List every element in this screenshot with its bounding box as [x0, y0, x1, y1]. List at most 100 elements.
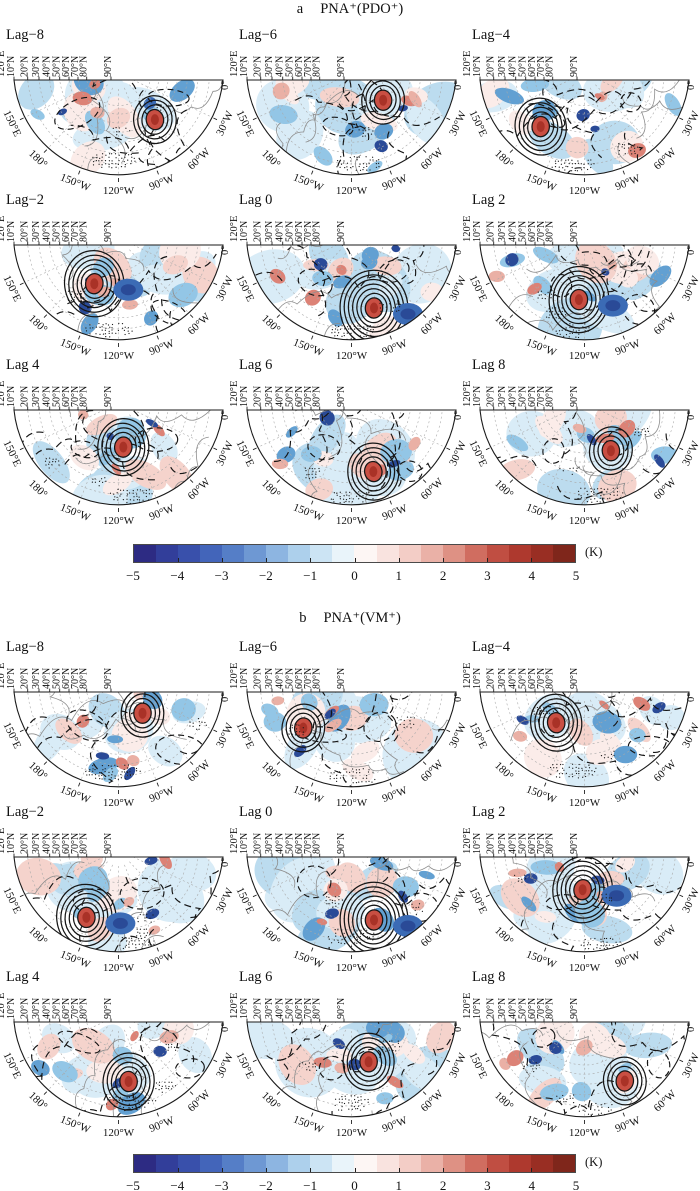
lat-label: 70°N	[303, 998, 314, 1019]
lat-label: 80°N	[79, 221, 90, 242]
lat-label: 60°N	[527, 998, 538, 1019]
lat-label: 70°N	[303, 668, 314, 689]
map-cell-panel-b-lag-3: Lag−2 10°N 20°N 30°N 40°N 50°N 60°N 70°N 80°N 90°…	[0, 804, 236, 982]
lat-label: 80°N	[545, 668, 556, 689]
arc-meridian-label: 150°W	[291, 336, 325, 359]
colorbar-segment	[486, 1155, 509, 1172]
right-meridian-label: 0°	[686, 858, 697, 867]
arc-meridian-label: 90°W	[614, 949, 643, 970]
arc-meridian-label: 60°W	[186, 922, 213, 949]
lat-label: 60°N	[61, 998, 72, 1019]
colorbar-tick-label: −1	[303, 568, 318, 583]
lat-label: 80°N	[312, 668, 323, 689]
panel-b-title-text: PNA⁺(VM⁺)	[323, 610, 401, 626]
lat-label: 10°N	[239, 998, 250, 1019]
lat-label: 40°N	[508, 668, 519, 689]
lat-label: 20°N	[486, 668, 497, 689]
arc-meridian-label: 150°E	[234, 438, 257, 468]
colorbar-segment	[552, 545, 575, 562]
arc-meridian-label: 60°W	[652, 922, 679, 949]
lag-label: Lag−6	[239, 639, 277, 655]
lag-map-svg: 10°N 20°N 30°N 40°N 50°N60°N70°N80°N 90°N 120°…	[229, 993, 469, 1139]
right-meridian-label: 0°	[686, 411, 697, 420]
arc-meridian-label: 90°W	[148, 337, 177, 358]
right-meridian-label: 0°	[686, 81, 697, 90]
colorbar-tick	[354, 558, 356, 562]
arc-meridian-label: 90°W	[148, 949, 177, 970]
arc-meridian-label: 30°W	[214, 721, 236, 750]
colorbar-segment	[332, 545, 355, 562]
lag-label: Lag 2	[472, 192, 506, 208]
arc-meridian-label: 120°W	[103, 962, 135, 974]
lat-label: 10°N	[6, 998, 17, 1019]
map-cell-panel-b-lag-7: Lag 6 10°N 20°N 30°N 40°N 50°N 60°N 70°N 80°N 90°…	[229, 969, 469, 1147]
lag-label: Lag 4	[6, 357, 40, 373]
colorbar-segment	[354, 545, 377, 562]
lag-map-svg: 10°N 20°N 30°N 40°N 50°N60°N70°N80°N 90°N 120°…	[0, 828, 236, 974]
colorbar-segment	[288, 1155, 311, 1172]
lat-label: 50°N	[285, 386, 296, 407]
arc-meridian-label: 120°W	[569, 350, 601, 362]
colorbar-segment	[310, 1155, 333, 1172]
lat-label: 70°N	[303, 833, 314, 854]
colorbar-panel-a: −5 −4 −3 −2 −1 0 1 2 3 4 5 (K)	[126, 544, 602, 583]
right-meridian-label: 0°	[220, 411, 231, 420]
arc-meridian-label: 90°W	[381, 1114, 410, 1135]
lag-label: Lag 0	[239, 192, 273, 208]
lat-label: 90°N	[569, 833, 580, 854]
colorbar-segment	[442, 1155, 465, 1172]
colorbar-tick-label: 2	[439, 1178, 447, 1191]
lat-label: 40°N	[508, 56, 519, 77]
lat-label: 60°N	[61, 386, 72, 407]
colorbar-tick	[442, 1168, 444, 1172]
map-cell-panel-a-lag-8: Lag 8 10°N 20°N 30°N 40°N 50°N 60°N 70°N 80°N 90°…	[462, 357, 700, 535]
arc-meridian-label: 150°E	[234, 1050, 257, 1080]
map-cell-panel-a-lag-6: Lag 4 10°N 20°N 30°N 40°N 50°N 60°N 70°N 80°N 90°…	[0, 357, 236, 535]
colorbar-segment	[200, 1155, 223, 1172]
lat-label: 40°N	[42, 56, 53, 77]
lat-label: 50°N	[285, 668, 296, 689]
lat-label: 50°N	[52, 386, 63, 407]
arc-meridian-label: 30°W	[214, 109, 236, 138]
colorbar-tick-label: −5	[126, 568, 140, 583]
lat-label: 50°N	[518, 998, 529, 1019]
lat-label: 20°N	[20, 386, 31, 407]
arc-meridian-label: 150°W	[58, 501, 92, 524]
left-meridian-label: 120°E	[229, 216, 240, 242]
lag-map-svg: 10°N 20°N 30°N 40°N 50°N60°N70°N80°N 90°N 120°…	[0, 381, 236, 527]
arc-meridian-label: 30°W	[680, 886, 700, 915]
colorbar-segment	[376, 1155, 399, 1172]
lat-label: 80°N	[312, 56, 323, 77]
arc-meridian-label: 90°W	[381, 172, 410, 193]
map-cell-panel-a-lag-5: Lag 2 10°N 20°N 30°N 40°N 50°N 60°N 70°N 80°N 90°…	[462, 192, 700, 370]
arc-meridian-label: 120°W	[103, 515, 135, 527]
lat-label: 20°N	[253, 833, 264, 854]
lat-label: 90°N	[103, 668, 114, 689]
lat-label: 80°N	[79, 386, 90, 407]
arc-meridian-label: 120°W	[336, 1127, 368, 1139]
colorbar-segment	[508, 1155, 531, 1172]
arc-meridian-label: 60°W	[186, 1087, 213, 1114]
colorbar-tick-label: 4	[528, 1178, 535, 1191]
colorbar-segment	[376, 545, 399, 562]
arc-meridian-label: 90°W	[614, 172, 643, 193]
map-cell-panel-b-lag-2: Lag−4 10°N 20°N 30°N 40°N 50°N 60°N 70°N 80°N 90°…	[462, 639, 700, 817]
lat-label: 70°N	[70, 56, 81, 77]
arc-meridian-label: 150°E	[1, 438, 24, 468]
lat-label: 40°N	[42, 221, 53, 242]
lat-label: 60°N	[294, 386, 305, 407]
arc-meridian-label: 30°W	[214, 886, 236, 915]
lat-label: 80°N	[545, 998, 556, 1019]
lat-label: 80°N	[312, 386, 323, 407]
colorbar-tick-label: −3	[214, 1178, 229, 1191]
colorbar-tick	[486, 558, 488, 562]
colorbar-a-tick-labels: −5 −4 −3 −2 −1 0 1 2 3 4 5	[126, 568, 579, 583]
lag-label: Lag 8	[472, 357, 506, 373]
lat-label: 10°N	[239, 386, 250, 407]
lat-label: 30°N	[31, 221, 42, 242]
arc-meridian-label: 30°W	[680, 1051, 700, 1080]
panel-a-title-text: PNA⁺(PDO⁺)	[320, 1, 404, 17]
colorbar-segment	[332, 1155, 355, 1172]
arc-meridian-label: 60°W	[186, 145, 213, 172]
lat-label: 30°N	[264, 386, 275, 407]
